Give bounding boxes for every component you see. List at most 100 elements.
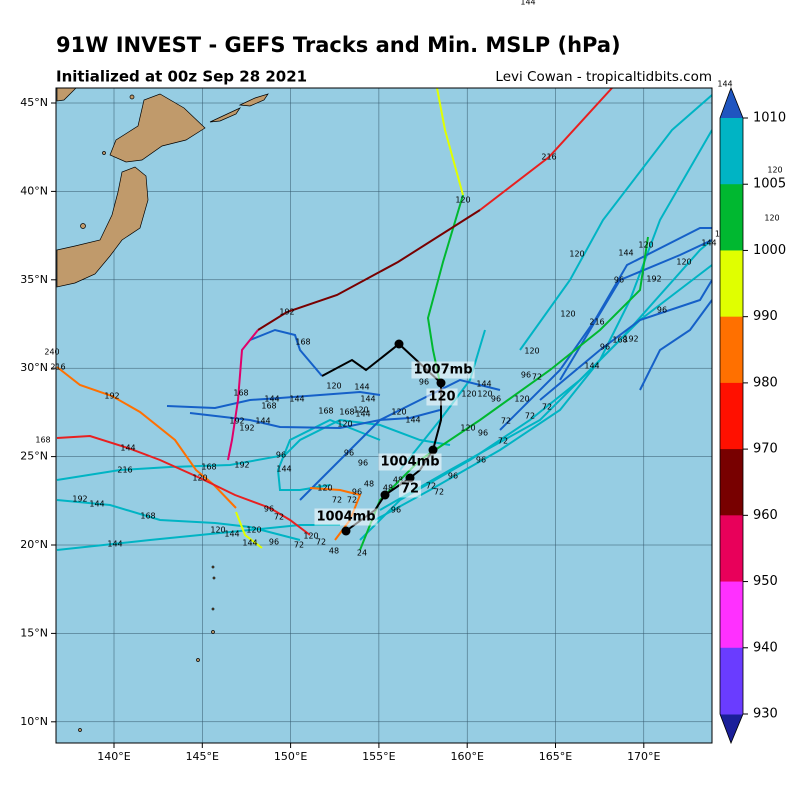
lon-label: 165°E: [539, 750, 572, 763]
hour-label: 192: [104, 392, 119, 401]
hour-label: 96: [358, 459, 368, 468]
hour-label: 168: [35, 436, 50, 445]
hour-label: 120: [210, 526, 225, 535]
hour-label: 120: [326, 382, 341, 391]
hour-label: 24: [357, 549, 367, 558]
hour-label: 144: [276, 465, 291, 474]
grid: [56, 88, 712, 743]
lat-label: 30°N: [20, 361, 48, 374]
hour-label: 144: [264, 395, 279, 404]
lat-label: 15°N: [20, 626, 48, 639]
hour-label: 48: [383, 484, 393, 493]
lat-label: 45°N: [20, 96, 48, 109]
hour-label: 168: [339, 408, 354, 417]
hour-label: 120: [764, 214, 779, 223]
annotation-bg: [398, 480, 422, 498]
hour-label: 120: [353, 406, 368, 415]
hour-label: 96: [657, 306, 667, 315]
hour-label: 96: [419, 378, 429, 387]
hour-label: 96: [448, 472, 458, 481]
hour-label: 168: [261, 402, 276, 411]
hour-label: 72: [347, 496, 357, 505]
hour-label: 240: [44, 348, 59, 357]
colorbar-segment: [720, 515, 743, 583]
hour-label: 144: [289, 395, 304, 404]
land: [56, 88, 269, 732]
hour-label: 216: [541, 153, 556, 162]
hour-label: 120: [246, 526, 261, 535]
hour-label: 72: [501, 417, 511, 426]
hour-label: 96: [521, 371, 531, 380]
lon-label: 155°E: [362, 750, 395, 763]
colorbar-segment: [720, 449, 743, 516]
lat-label: 25°N: [20, 450, 48, 463]
colorbar-segment: [720, 647, 743, 715]
credit: Levi Cowan - tropicaltidbits.com: [495, 69, 712, 85]
mslp-annotation: 72: [401, 482, 419, 497]
colorbar-segment: [720, 382, 743, 450]
hour-label: 192: [234, 461, 249, 470]
lat-label: 10°N: [20, 715, 48, 728]
hour-label: 120: [460, 424, 475, 433]
hour-label: 72: [274, 513, 284, 522]
hour-label: 120: [767, 166, 782, 175]
map-frame: [55, 87, 713, 744]
hour-label: 192: [229, 417, 244, 426]
hour-label: 192: [239, 424, 254, 433]
hour-label: 192: [646, 275, 661, 284]
hour-label: 96: [476, 456, 486, 465]
lat-label: 40°N: [20, 184, 48, 197]
hour-label: 96: [491, 395, 501, 404]
hour-label: 120: [514, 395, 529, 404]
colorbar-label: 990: [753, 309, 778, 324]
hour-label: 72: [498, 437, 508, 446]
hour-label: 96: [276, 451, 286, 460]
hour-label: 216: [117, 466, 132, 475]
hour-label: 144: [618, 249, 633, 258]
hour-label: 144: [120, 444, 135, 453]
colorbar-segment: [720, 184, 743, 251]
colorbar-label: 1000: [753, 243, 786, 258]
hour-label: 144: [717, 80, 732, 89]
hour-label: 72: [332, 496, 342, 505]
mslp-annotation: 1007mb: [413, 363, 472, 378]
lon-label: 140°E: [97, 750, 130, 763]
hour-label: 168: [318, 407, 333, 416]
hour-label: 168: [140, 512, 155, 521]
hour-label: 48: [364, 480, 374, 489]
hour-label: 168: [201, 463, 216, 472]
hour-label: 144: [360, 395, 375, 404]
mslp-annotation: 1004mb: [316, 510, 375, 525]
ocean: [56, 88, 712, 743]
hour-label: 72: [525, 412, 535, 421]
colorbar-label: 1010: [753, 111, 786, 126]
colorbar-label: 1005: [753, 177, 786, 192]
hour-label: 72: [294, 541, 304, 550]
hour-label: 120: [337, 420, 352, 429]
colorbar-label: 950: [753, 574, 778, 589]
hour-label: 144: [701, 239, 716, 248]
hour-label: 96: [478, 429, 488, 438]
colorbar-segment: [720, 250, 743, 318]
hour-label: 144: [89, 500, 104, 509]
hour-label: 120: [676, 258, 691, 267]
colorbar-label: 970: [753, 442, 778, 457]
hour-label: 120: [461, 390, 476, 399]
hour-label: 72: [434, 488, 444, 497]
hour-label: 120: [638, 241, 653, 250]
hour-label: 192: [623, 335, 638, 344]
colorbar-segment: [720, 581, 743, 649]
annotation-bg: [378, 453, 442, 471]
hour-label: 168: [233, 389, 248, 398]
hour-label: 72: [542, 403, 552, 412]
hour-label: 144: [405, 416, 420, 425]
hour-label: 120: [303, 532, 318, 541]
hour-label: 96: [391, 506, 401, 515]
colorbar-cap: [720, 88, 743, 118]
hour-label: 72: [532, 373, 542, 382]
hour-label: 120: [391, 408, 406, 417]
hour-label: 96: [614, 276, 624, 285]
colorbar-segment: [720, 118, 743, 185]
